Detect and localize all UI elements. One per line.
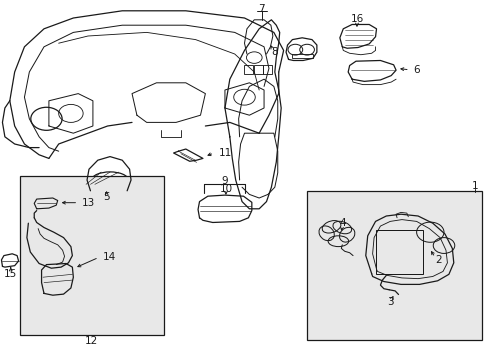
Text: 1: 1 (471, 181, 478, 192)
Text: 14: 14 (102, 252, 116, 262)
Bar (292, 54, 312, 58)
Bar (306, 191, 481, 340)
Bar (254, 65, 263, 74)
Text: 7: 7 (258, 4, 264, 14)
Bar (263, 65, 271, 74)
Text: 10: 10 (219, 184, 232, 194)
Text: 8: 8 (271, 47, 278, 57)
Bar (20, 176, 163, 335)
Text: 6: 6 (412, 65, 419, 75)
Text: 11: 11 (219, 148, 232, 158)
Text: 2: 2 (434, 255, 441, 265)
Text: 9: 9 (221, 176, 228, 186)
Text: 15: 15 (4, 269, 18, 279)
Bar (375, 230, 423, 274)
Text: 16: 16 (349, 14, 363, 24)
Text: 5: 5 (103, 192, 110, 202)
Text: 4: 4 (338, 218, 345, 228)
Text: 12: 12 (84, 336, 98, 346)
Text: 13: 13 (82, 198, 95, 208)
Text: 3: 3 (386, 297, 393, 307)
Bar (244, 65, 253, 74)
